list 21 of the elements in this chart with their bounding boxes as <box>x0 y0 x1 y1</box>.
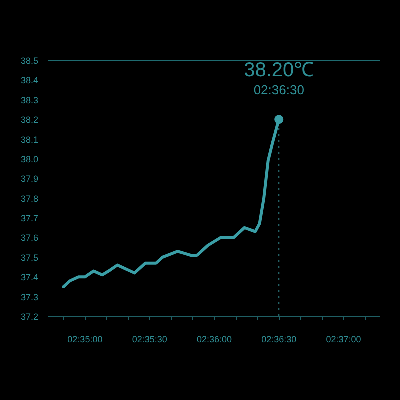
y-tick-label: 37.6 <box>20 233 39 244</box>
annotation: 38.20℃ <box>244 60 314 82</box>
x-tick-label: 02:35:30 <box>132 334 168 344</box>
y-tick-label: 37.3 <box>20 292 39 302</box>
y-tick-label: 38.4 <box>20 76 39 86</box>
x-tick-label: 02:35:00 <box>68 334 103 344</box>
y-tick-label: 38.2 <box>20 115 39 126</box>
x-tick-label: 02:36:30 <box>262 334 297 344</box>
y-tick-label: 38.1 <box>20 134 39 145</box>
y-tick-label: 38.5 <box>20 56 39 66</box>
y-tick-label: 37.5 <box>20 252 39 263</box>
y-tick-label: 37.4 <box>20 272 39 283</box>
x-tick-label: 02:36:00 <box>196 334 232 344</box>
y-tick-label: 37.2 <box>20 312 39 322</box>
annotation: 02:36:30 <box>254 82 304 98</box>
y-tick-label: 38.0 <box>20 154 39 164</box>
x-tick-label: 02:37:00 <box>326 334 362 344</box>
y-tick-label: 38.3 <box>20 95 39 106</box>
y-tick-label: 37.8 <box>20 194 39 204</box>
y-tick-label: 37.9 <box>20 174 39 184</box>
y-tick-label: 37.7 <box>20 214 39 224</box>
